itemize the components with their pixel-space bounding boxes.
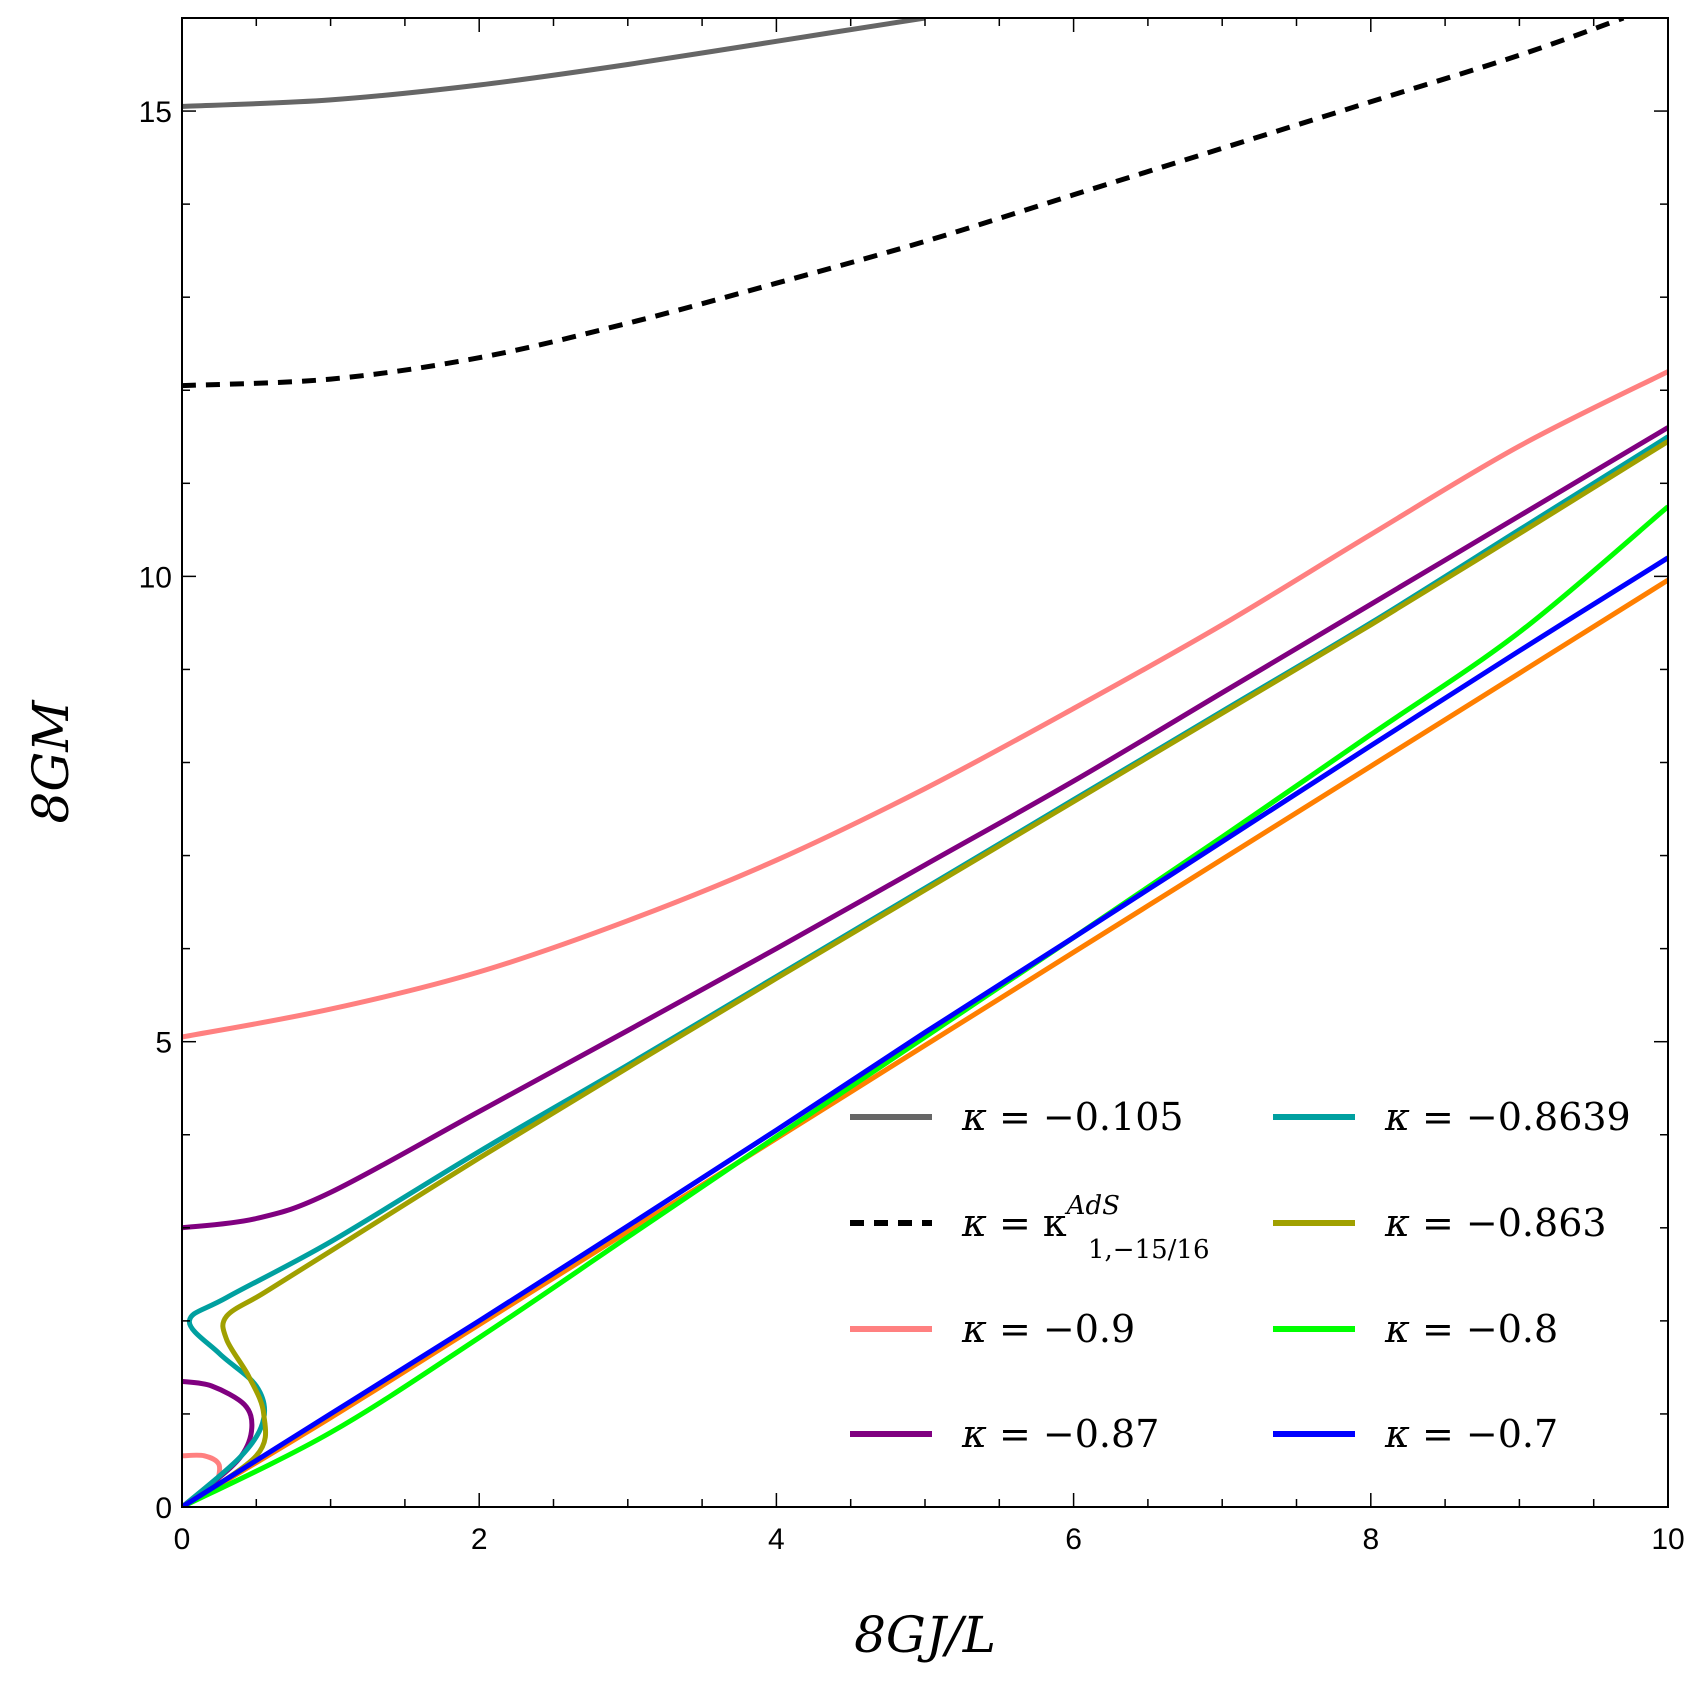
series-2-line xyxy=(182,369,1668,1040)
series-1-line xyxy=(182,18,1625,389)
legend-item: κ = −0.863 xyxy=(1273,1201,1607,1245)
y-tick-label: 5 xyxy=(155,1027,172,1060)
y-tick-label: 10 xyxy=(139,561,172,594)
series-5-line xyxy=(182,439,1668,1507)
legend-label: κ = −0.8 xyxy=(1384,1307,1558,1351)
axis-ticks xyxy=(181,17,1669,1508)
y-axis-title: 8GM xyxy=(22,699,80,824)
legend-label: κ = −0.87 xyxy=(961,1412,1159,1456)
series-3-line xyxy=(182,425,1668,1231)
x-tick-label: 0 xyxy=(174,1523,191,1556)
y-tick-label: 15 xyxy=(139,96,172,129)
legend-item: κ = −0.7 xyxy=(1273,1412,1558,1456)
x-axis-title: 8GJ/L xyxy=(854,1606,996,1664)
tick-labels: 0 2 4 6 8 10 0 5 10 15 xyxy=(139,96,1685,1556)
x-tick-label: 2 xyxy=(471,1523,488,1556)
legend: κ = −0.105 κ = κAdS 1,−15/16 κ = −0.9 κ = −0… xyxy=(850,1095,1631,1456)
plot-frame xyxy=(181,17,1669,1508)
x-tick-label: 10 xyxy=(1651,1523,1684,1556)
x-tick-label: 8 xyxy=(1362,1523,1379,1556)
legend-item: κ = −0.8639 xyxy=(1273,1095,1631,1139)
y-tick-label: 0 xyxy=(155,1492,172,1525)
legend-item: κ = −0.87 xyxy=(850,1412,1159,1456)
series-6-line xyxy=(182,504,1668,1507)
legend-item: κ = −0.105 xyxy=(850,1095,1184,1139)
legend-label: κ = −0.105 xyxy=(961,1095,1184,1139)
x-tick-label: 6 xyxy=(1065,1523,1082,1556)
series-8-line xyxy=(182,577,1668,1507)
legend-label: κ = −0.8639 xyxy=(1384,1095,1631,1139)
series-0-line xyxy=(182,18,926,109)
plot-lines xyxy=(182,18,1668,1507)
legend-label: κ = −0.863 xyxy=(1384,1201,1607,1245)
legend-label: κ = κAdS 1,−15/16 xyxy=(961,1191,1210,1265)
x-tick-label: 4 xyxy=(768,1523,785,1556)
legend-item: κ = −0.8 xyxy=(1273,1307,1558,1351)
legend-item: κ = κAdS 1,−15/16 xyxy=(850,1191,1210,1265)
legend-label: κ = −0.9 xyxy=(961,1307,1135,1351)
series-7-line xyxy=(182,555,1668,1507)
legend-label: κ = −0.7 xyxy=(1384,1412,1558,1456)
legend-item: κ = −0.9 xyxy=(850,1307,1135,1351)
